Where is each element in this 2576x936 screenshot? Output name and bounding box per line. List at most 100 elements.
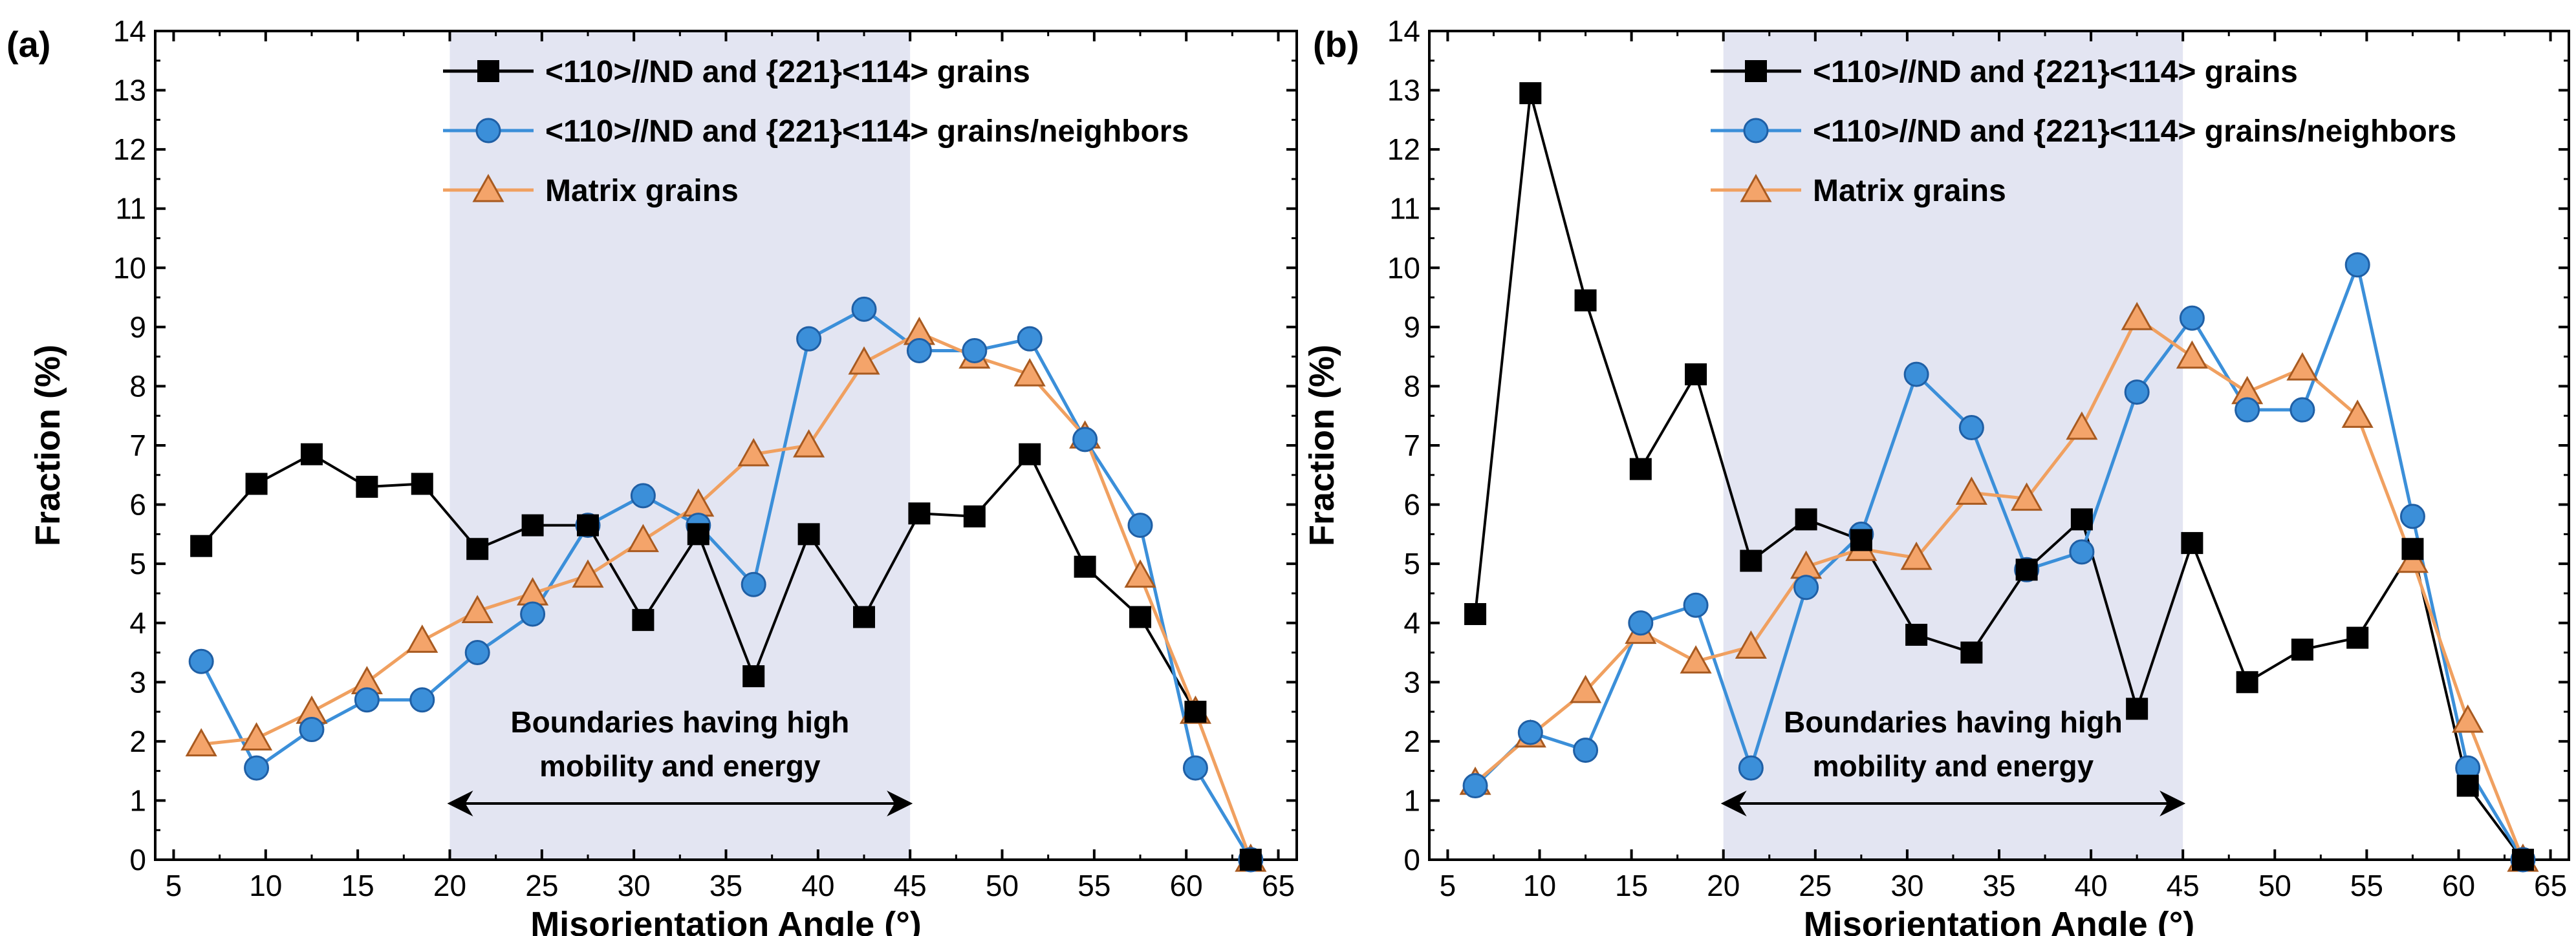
x-axis-label: Misorientation Angle (°) <box>530 905 922 936</box>
legend-marker-square <box>1745 60 1767 82</box>
x-tick-label: 25 <box>525 869 558 902</box>
data-point-square <box>797 523 820 546</box>
data-point-circle <box>1628 610 1654 636</box>
y-tick-label: 11 <box>1389 192 1420 226</box>
x-tick-label: 50 <box>2258 869 2291 902</box>
highlight-band <box>1723 31 2183 860</box>
data-point-square <box>1519 82 1542 105</box>
data-point-square <box>1850 529 1872 551</box>
series-line-triangle <box>200 331 1253 860</box>
data-point-circle <box>1683 592 1709 618</box>
data-point-circle <box>962 337 988 363</box>
x-tick-label: 5 <box>1440 869 1456 902</box>
data-point-square <box>2070 508 2093 531</box>
data-point-triangle <box>1900 541 1932 570</box>
data-point-square <box>1129 606 1152 628</box>
data-point-triangle <box>2176 340 2208 369</box>
data-point-circle <box>2124 379 2150 405</box>
x-tick-label: 65 <box>2534 869 2567 902</box>
data-point-square <box>1074 555 1096 578</box>
x-tick-label: 25 <box>1799 869 1832 902</box>
data-point-square <box>411 473 433 495</box>
x-tick-label: 30 <box>618 869 651 902</box>
x-tick-label: 20 <box>433 869 466 902</box>
x-tick-label: 40 <box>2075 869 2108 902</box>
data-point-circle <box>851 296 877 322</box>
y-tick-label: 9 <box>1403 310 1420 344</box>
data-point-triangle <box>185 728 217 757</box>
data-point-circle <box>188 648 214 674</box>
y-tick-label: 3 <box>1403 665 1420 699</box>
data-point-circle <box>2235 397 2260 423</box>
data-point-square <box>2456 774 2479 797</box>
x-tick-label: 15 <box>1615 869 1648 902</box>
data-point-circle <box>1573 738 1599 763</box>
x-tick-label: 20 <box>1707 869 1740 902</box>
data-point-triangle <box>737 438 770 467</box>
x-tick-label: 45 <box>2167 869 2200 902</box>
data-point-triangle <box>1955 476 1987 505</box>
data-point-circle <box>1903 361 1929 387</box>
data-point-triangle <box>793 429 825 458</box>
data-point-square <box>2236 671 2258 694</box>
data-point-triangle <box>241 722 273 750</box>
legend-label: Matrix grains <box>1813 174 2006 208</box>
annotation-text-line1: Boundaries having high <box>1784 705 2123 739</box>
y-tick-label: 7 <box>1403 429 1420 462</box>
y-tick-label: 4 <box>129 606 146 640</box>
annotation-text-line2: mobility and energy <box>1813 749 2094 783</box>
y-tick-label: 0 <box>129 843 146 877</box>
data-point-square <box>2511 849 2534 871</box>
data-point-square <box>742 665 765 688</box>
y-tick-label: 12 <box>113 133 146 166</box>
x-tick-label: 60 <box>1170 869 1203 902</box>
x-tick-label: 15 <box>341 869 374 902</box>
data-point-square <box>853 606 876 628</box>
x-tick-label: 5 <box>166 869 182 902</box>
data-point-square <box>1905 624 1928 646</box>
data-point-circle <box>354 687 380 713</box>
data-point-square <box>2126 697 2148 720</box>
data-point-square <box>521 514 544 537</box>
panel-label: (a) <box>6 24 50 65</box>
data-point-square <box>1464 602 1487 625</box>
data-point-square <box>1239 849 1262 871</box>
data-point-triangle <box>2011 482 2043 511</box>
y-tick-label: 14 <box>1387 14 1420 48</box>
data-point-circle <box>1958 415 1984 441</box>
x-tick-label: 45 <box>894 869 927 902</box>
legend-label: Matrix grains <box>545 174 739 208</box>
data-point-circle <box>2069 539 2095 565</box>
y-tick-label: 5 <box>1403 547 1420 580</box>
legend-marker-triangle <box>472 173 504 202</box>
data-point-circle <box>2179 305 2205 331</box>
y-tick-label: 7 <box>129 429 146 462</box>
data-point-square <box>1629 458 1652 480</box>
data-point-circle <box>1793 575 1819 601</box>
data-point-circle <box>464 640 490 665</box>
y-tick-label: 8 <box>129 369 146 403</box>
y-tick-label: 9 <box>129 310 146 344</box>
x-tick-label: 40 <box>801 869 834 902</box>
x-tick-label: 35 <box>1982 869 2015 902</box>
x-tick-label: 55 <box>1077 869 1110 902</box>
data-point-square <box>1740 549 1762 572</box>
legend-label: <110>//ND and {221}<114> grains <box>545 55 1030 89</box>
y-axis-label: Fraction (%) <box>1303 345 1341 546</box>
data-point-circle <box>2399 504 2425 529</box>
x-tick-label: 60 <box>2442 869 2475 902</box>
data-point-triangle <box>2341 399 2374 428</box>
data-point-square <box>245 473 268 495</box>
y-tick-label: 1 <box>129 783 146 817</box>
data-point-triangle <box>1735 630 1767 659</box>
data-point-square <box>632 609 655 632</box>
y-tick-label: 11 <box>115 192 146 226</box>
x-tick-label: 65 <box>1262 869 1295 902</box>
data-point-circle <box>906 337 932 363</box>
y-tick-label: 13 <box>1387 74 1420 107</box>
data-point-square <box>2015 558 2038 581</box>
data-point-triangle <box>2121 302 2153 330</box>
data-point-circle <box>2344 252 2370 278</box>
legend-marker-circle <box>1743 118 1769 144</box>
